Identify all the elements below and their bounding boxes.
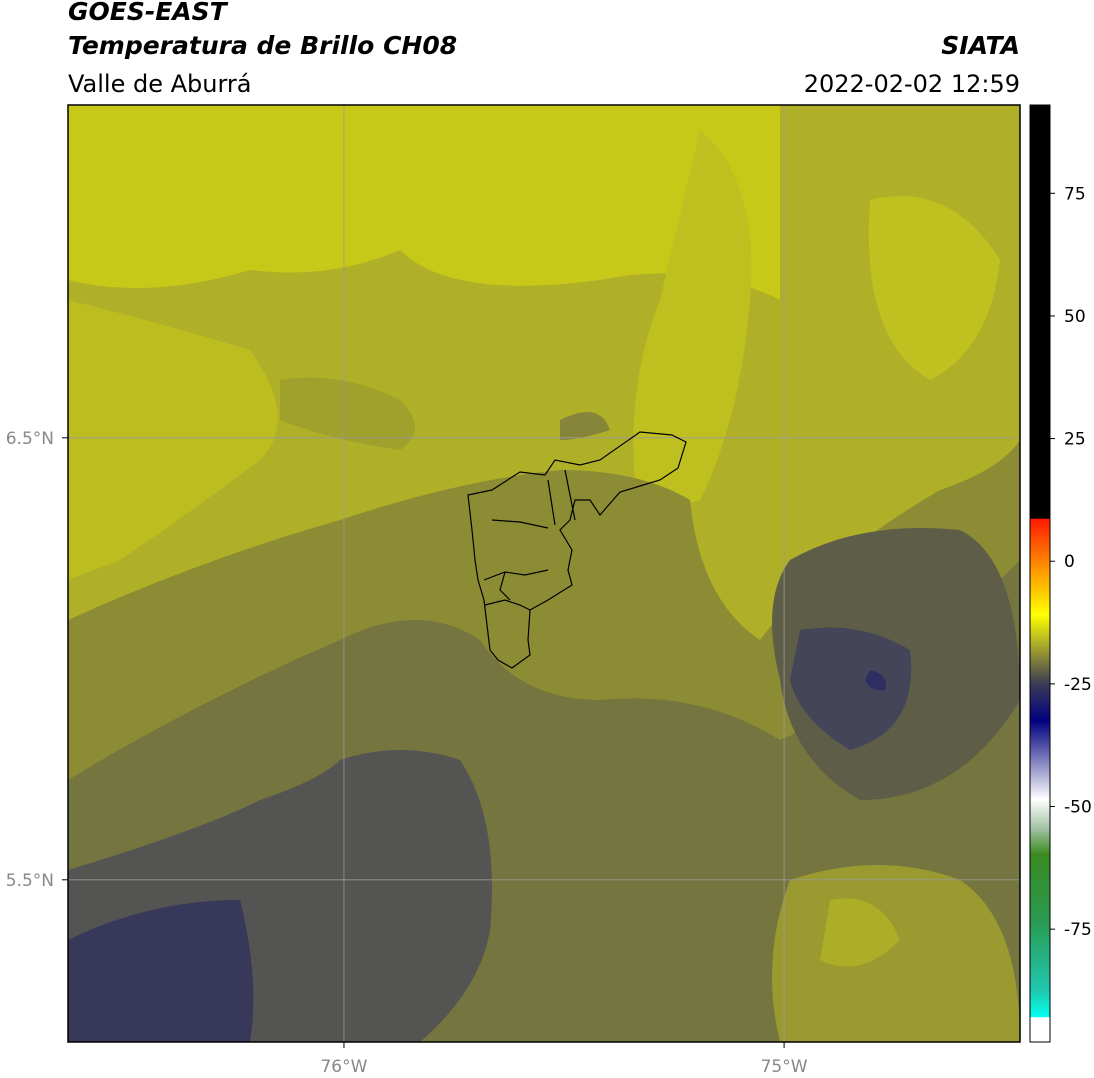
colorbar-tick-label: -25 — [1064, 675, 1092, 695]
timestamp: 2022-02-02 12:59 — [804, 70, 1020, 98]
map-frame — [67, 104, 1021, 1043]
colorbar-tick-label: 50 — [1064, 307, 1086, 327]
source: SIATA — [941, 31, 1020, 60]
x-tick-label: 76°W — [320, 1057, 367, 1077]
colorbar-tick-label: 25 — [1064, 430, 1086, 450]
colorbar-tick-label: 75 — [1064, 184, 1086, 204]
colorbar-tick-label: -75 — [1064, 920, 1092, 940]
y-tick-label: 6.5°N — [6, 429, 54, 449]
x-tick-label: 75°W — [761, 1057, 808, 1077]
valley-outline — [467, 431, 687, 669]
colorbar-tick-label: 0 — [1064, 552, 1075, 572]
region: Valle de Aburrá — [68, 70, 252, 98]
y-tick-label: 5.5°N — [6, 871, 54, 891]
colorbar — [1029, 104, 1051, 1043]
grid — [68, 105, 1020, 1042]
title: GOES-EAST — [68, 0, 229, 26]
colorbar-tick-label: -50 — [1064, 798, 1092, 818]
imagery — [68, 105, 1020, 1042]
subtitle: Temperatura de Brillo CH08 — [68, 31, 457, 60]
